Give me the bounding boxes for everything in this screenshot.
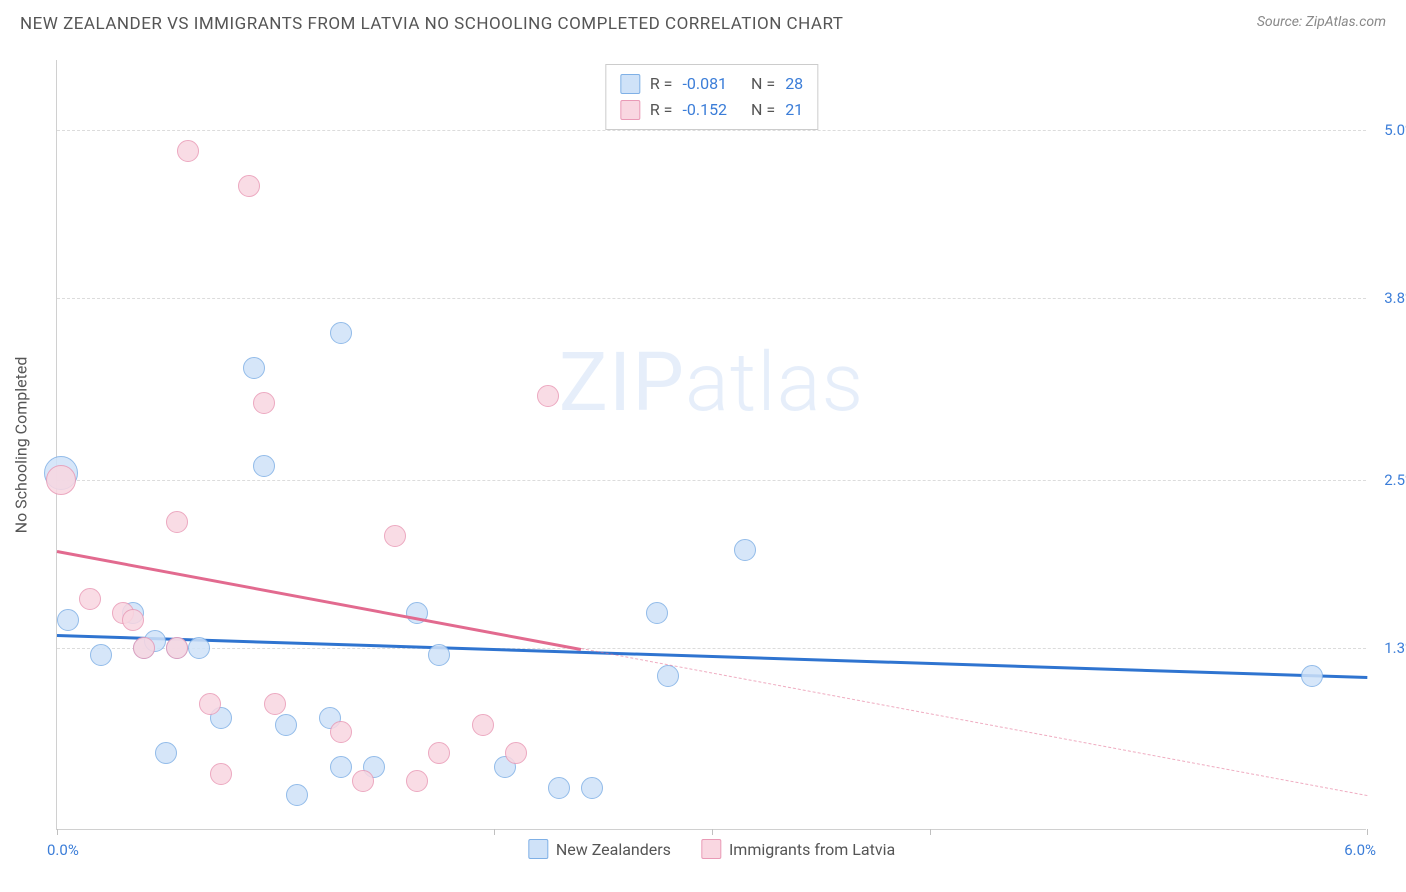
y-tick-label: 5.0% [1384, 121, 1406, 139]
data-point [199, 693, 221, 715]
data-point [537, 385, 559, 407]
data-point [166, 637, 188, 659]
data-point [253, 455, 275, 477]
gridline [57, 648, 1366, 649]
data-point [155, 742, 177, 764]
correlation-chart: ZIPatlas No Schooling Completed 0.0% 6.0… [56, 60, 1366, 830]
data-point [122, 609, 144, 631]
legend-n-label-1: N = [751, 97, 775, 123]
data-point [352, 770, 374, 792]
data-point [133, 637, 155, 659]
source-attribution: Source: ZipAtlas.com [1257, 14, 1386, 30]
page-title: NEW ZEALANDER VS IMMIGRANTS FROM LATVIA … [20, 14, 843, 34]
x-axis-max-label: 6.0% [1344, 841, 1376, 859]
data-point [472, 714, 494, 736]
data-point [330, 322, 352, 344]
legend-r-value-1: -0.152 [682, 97, 727, 123]
data-point [548, 777, 570, 799]
legend-stats-row-0: R = -0.081 N = 28 [620, 71, 803, 97]
legend-n-value-0: 28 [785, 71, 803, 97]
legend-series-swatch-1 [701, 839, 721, 859]
y-tick-label: 1.3% [1384, 639, 1406, 657]
watermark-light: atlas [685, 335, 864, 431]
data-point [428, 742, 450, 764]
data-point [581, 777, 603, 799]
data-point [428, 644, 450, 666]
legend-stats-row-1: R = -0.152 N = 21 [620, 97, 803, 123]
legend-swatch-1 [620, 100, 640, 120]
gridline [57, 298, 1366, 299]
data-point [188, 637, 210, 659]
x-axis-min-label: 0.0% [47, 841, 79, 859]
data-point [238, 175, 260, 197]
data-point [286, 784, 308, 806]
watermark: ZIPatlas [559, 335, 864, 431]
data-point [264, 693, 286, 715]
legend-series-label-1: Immigrants from Latvia [729, 840, 895, 859]
gridline [57, 130, 1366, 131]
x-tick [1367, 829, 1368, 835]
data-point [177, 140, 199, 162]
data-point [1301, 665, 1323, 687]
header: NEW ZEALANDER VS IMMIGRANTS FROM LATVIA … [0, 0, 1406, 34]
data-point [243, 357, 265, 379]
legend-r-label-1: R = [650, 97, 673, 123]
x-tick [494, 829, 495, 835]
data-point [646, 602, 668, 624]
legend-n-value-1: 21 [785, 97, 803, 123]
legend-r-label-0: R = [650, 71, 673, 97]
data-point [46, 465, 76, 495]
data-point [330, 721, 352, 743]
data-point [505, 742, 527, 764]
y-tick-label: 3.8% [1384, 289, 1406, 307]
x-tick [712, 829, 713, 835]
data-point [657, 665, 679, 687]
legend-series-label-0: New Zealanders [556, 840, 671, 859]
data-point [79, 588, 101, 610]
x-tick [57, 829, 58, 835]
legend-series: New Zealanders Immigrants from Latvia [528, 839, 895, 859]
trend-line [581, 648, 1367, 796]
y-tick-label: 2.5% [1384, 471, 1406, 489]
watermark-bold: ZIP [559, 335, 685, 431]
legend-swatch-0 [620, 74, 640, 94]
legend-series-swatch-0 [528, 839, 548, 859]
legend-r-value-0: -0.081 [682, 71, 727, 97]
y-axis-title: No Schooling Completed [12, 356, 31, 533]
legend-series-item-1: Immigrants from Latvia [701, 839, 895, 859]
data-point [90, 644, 112, 666]
data-point [210, 763, 232, 785]
data-point [384, 525, 406, 547]
data-point [275, 714, 297, 736]
legend-stats: R = -0.081 N = 28 R = -0.152 N = 21 [605, 64, 818, 130]
data-point [253, 392, 275, 414]
data-point [57, 609, 79, 631]
data-point [330, 756, 352, 778]
x-tick [930, 829, 931, 835]
data-point [166, 511, 188, 533]
data-point [734, 539, 756, 561]
gridline [57, 480, 1366, 481]
legend-n-label-0: N = [751, 71, 775, 97]
data-point [406, 770, 428, 792]
legend-series-item-0: New Zealanders [528, 839, 671, 859]
